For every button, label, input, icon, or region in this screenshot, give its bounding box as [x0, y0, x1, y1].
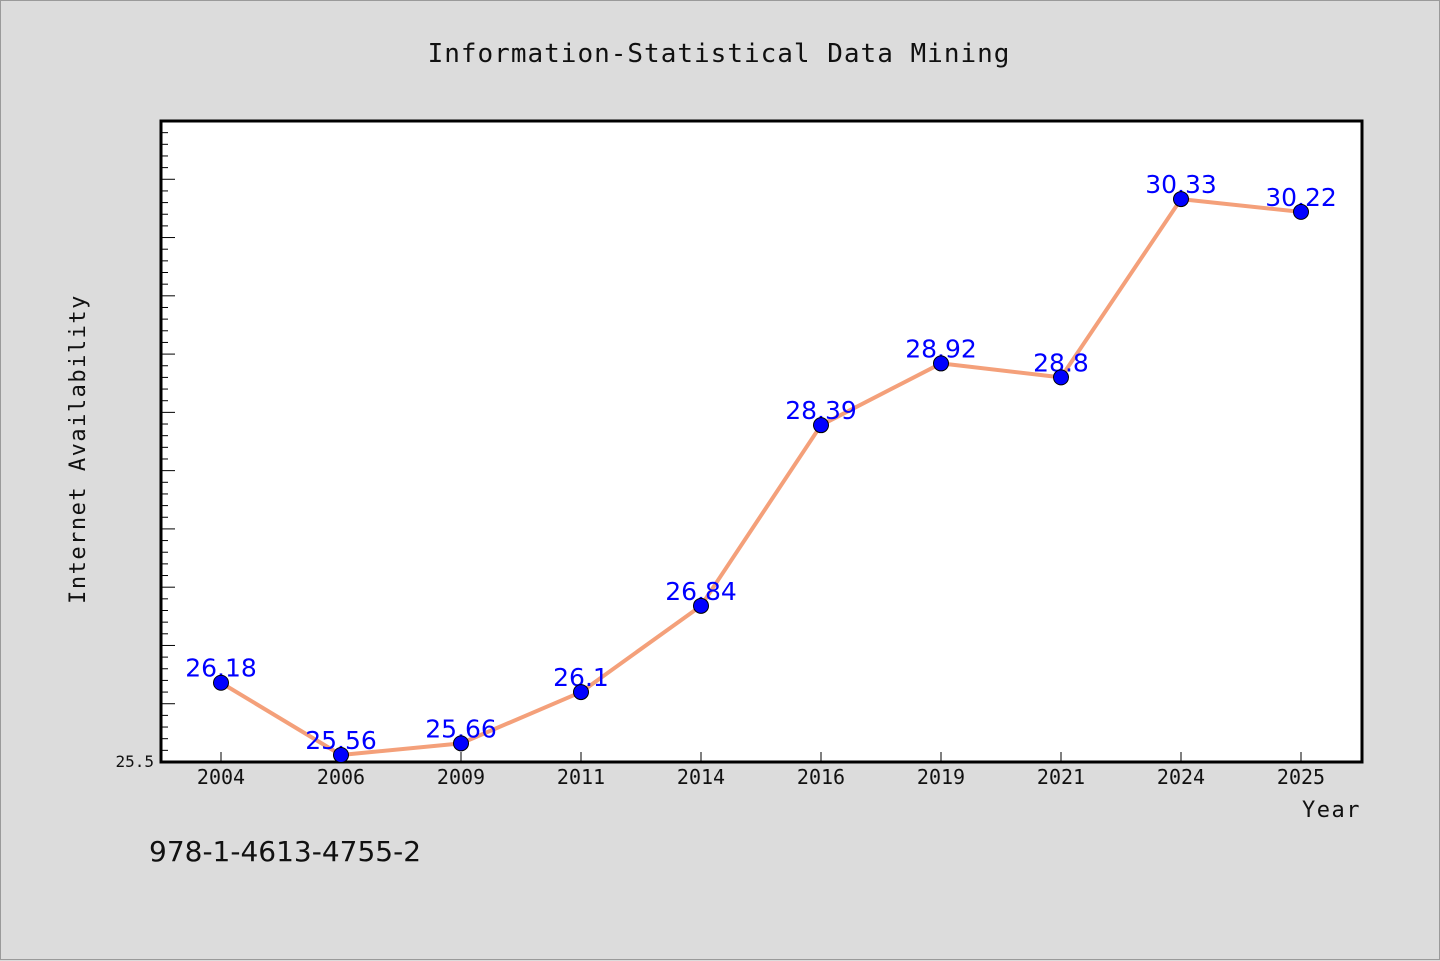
y-axis-ticks: [161, 120, 175, 763]
y-axis-min-label: 25.5: [115, 752, 154, 771]
x-tick-label: 2025: [1277, 765, 1325, 789]
y-axis-title: Internet Availability: [66, 294, 91, 604]
x-tick-label: 2006: [317, 765, 365, 789]
x-tick-label: 2021: [1037, 765, 1085, 789]
x-tick-label: 2016: [797, 765, 845, 789]
data-point: [333, 747, 349, 764]
plot-area: [159, 119, 1364, 764]
x-axis-ticks: [220, 752, 1302, 762]
footer-isbn: 978-1-4613-4755-2: [149, 835, 422, 868]
data-point: [933, 355, 949, 372]
chart-title: Information-Statistical Data Mining: [428, 39, 1011, 69]
x-tick-label: 2014: [677, 765, 725, 789]
data-point: [1173, 191, 1189, 208]
data-point: [1293, 203, 1309, 220]
data-point: [813, 417, 829, 434]
x-tick-label: 2019: [917, 765, 965, 789]
data-point: [573, 684, 589, 701]
data-point: [213, 674, 229, 691]
x-tick-label: 2024: [1157, 765, 1205, 789]
x-axis-title: Year: [1302, 798, 1361, 823]
x-tick-label: 2011: [557, 765, 605, 789]
series-line: [219, 197, 1302, 758]
data-point: [453, 735, 469, 752]
data-point: [693, 597, 709, 614]
x-tick-label: 2004: [197, 765, 245, 789]
data-point: [1053, 369, 1069, 386]
x-tick-label: 2009: [437, 765, 485, 789]
x-axis-tick-labels: 2004 2006 2009 2011 2014 2016 2019 2021 2024 2025: [197, 765, 1325, 789]
